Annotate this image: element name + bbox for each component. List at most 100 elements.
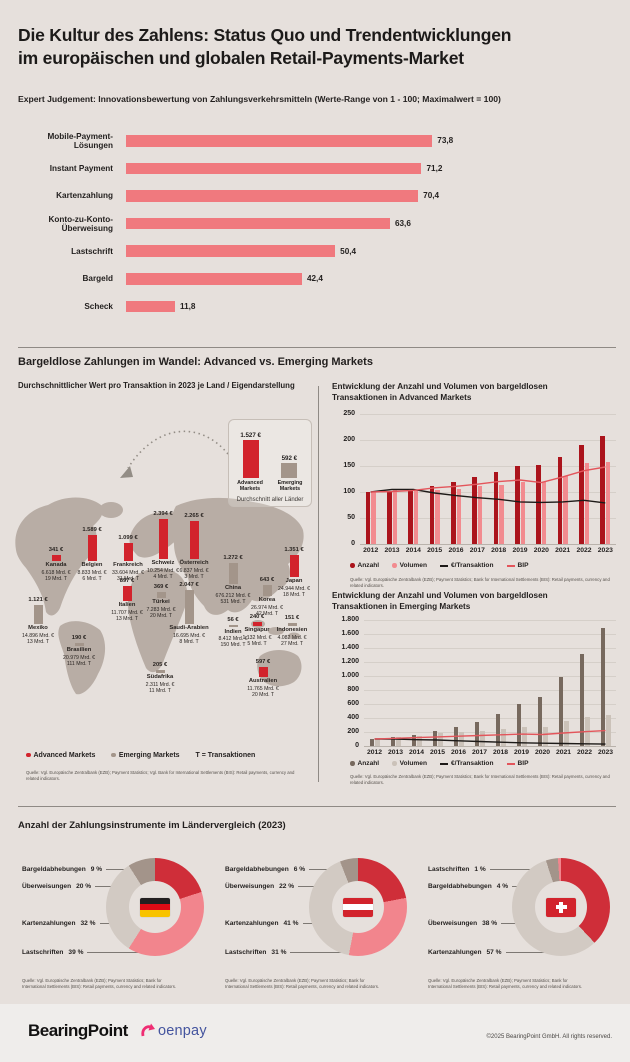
footer (0, 1004, 630, 1062)
donut-austria: Bargeldabhebungen 6 % Überweisungen 22 % Kar… (213, 852, 411, 1008)
expert-bar-row: Kartenzahlung 70,4 (18, 182, 618, 210)
country-bar (87, 534, 97, 561)
bar-anzahl (516, 704, 521, 746)
expert-bar (126, 245, 336, 257)
donut-label-name: Kartenzahlungen (22, 920, 76, 927)
oenpay-wordmark: oenpay (158, 1023, 207, 1039)
legend-dash-icon (439, 564, 448, 567)
section3-title: Anzahl der Zahlungsinstrumente im Länder… (18, 820, 286, 831)
legend-label: €/Transaktion (450, 562, 494, 569)
country-value: 1.351 € (284, 546, 304, 553)
y-tick-label: 1.000 (341, 672, 359, 679)
emerging-chart-legend: Anzahl Volumen €/Transaktion BIP (350, 760, 529, 767)
country-transactions: 150 Mrd. T (220, 642, 246, 649)
legend-label: BIP (517, 562, 529, 569)
expert-bar-value: 50,4 (340, 246, 357, 256)
donut-label-pct: 9 % (90, 866, 103, 873)
country-value: 643 € (259, 577, 275, 584)
donut-label: Lastschriften 39 % (22, 949, 172, 956)
x-tick-label: 2016 (448, 547, 464, 554)
bar-volumen (459, 732, 464, 746)
country-volume: 11.765 Mrd. € (247, 685, 279, 692)
gridline (364, 746, 616, 747)
bar-anzahl (515, 466, 520, 544)
bar-volumen (375, 739, 380, 746)
legend-dot-icon (392, 761, 397, 766)
flag-stripe (343, 910, 373, 917)
expert-bar-label: Konto-zu-Konto-Überweisung (48, 214, 113, 233)
bar-anzahl (474, 722, 479, 746)
map-country-marker: 2.394 € Schweiz 10.254 Mrd. €4 Mrd. T (121, 511, 205, 580)
country-transactions: 27 Mrd. T (280, 641, 304, 648)
country-transactions: 3 Mrd. T (184, 574, 204, 581)
country-bar (262, 585, 272, 596)
country-volume: 6.618 Mrd. € (41, 569, 71, 576)
country-volume: 7.283 Mrd. € (146, 606, 176, 613)
oenpay-logo: oenpay (140, 1023, 207, 1039)
country-name: Türkei (152, 599, 170, 606)
donut-germany: Bargeldabhebungen 9 % Überweisungen 20 % Kar… (10, 852, 208, 1008)
emerging-chart-plot: 0 200 400 600 800 1.000 1.200 1.400 1.600 1.800 20… (341, 616, 616, 756)
bar-anzahl (390, 737, 395, 746)
country-volume: 14.896 Mrd. € (21, 632, 54, 639)
donut-label-name: Bargeldabhebungen (225, 866, 289, 873)
country-bar (184, 590, 194, 624)
y-tick-label: 0 (351, 540, 355, 547)
bar-volumen (480, 730, 485, 746)
gridline (364, 662, 616, 663)
gridline (360, 414, 616, 415)
country-bar (258, 667, 268, 677)
gridline (364, 676, 616, 677)
emerging-chart-title: Entwicklung der Anzahl und Volumen von b… (332, 591, 548, 612)
gridline (360, 544, 616, 545)
expert-bar (126, 162, 422, 175)
country-transactions: 8 Mrd. T (179, 639, 199, 646)
country-name: Österreich (179, 560, 209, 567)
map-country-marker: 1.351 € Japan 24.944 Mrd. €18 Mrd. T (252, 547, 336, 599)
bar-anzahl (408, 489, 413, 544)
expert-bar-row: Bargeld 42,4 (18, 265, 618, 293)
bar-volumen (564, 720, 569, 746)
bar-anzahl (536, 465, 541, 544)
bar-anzahl (411, 734, 416, 746)
donut-label-pct: 4 % (496, 883, 509, 890)
advanced-chart-plot: 0 50 100 150 200 250 2012 2013 2014 2015 2016 2017 2… (343, 410, 616, 554)
country-bar (155, 669, 165, 673)
bar-volumen (541, 481, 547, 544)
country-name: China (224, 585, 242, 592)
map-country-marker: 1.099 € Frankreich 33.604 Mrd. €31 Mrd. T (86, 535, 170, 583)
x-tick-label: 2022 (576, 749, 593, 756)
x-tick-label: 2023 (597, 749, 614, 756)
legend-dot-icon (392, 563, 397, 568)
expert-bar-value: 42,4 (306, 274, 323, 284)
country-value: 151 € (284, 615, 300, 622)
legend-item: Volumen (392, 760, 427, 767)
country-volume: 8.412 Mrd. € (218, 635, 248, 642)
callout-advanced-value: 1.527 € (240, 431, 261, 439)
map-country-marker: 240 € Singapur 1.132 Mrd. €5 Mrd. T (215, 614, 299, 648)
donut-label: Kartenzahlungen 57 % (428, 949, 578, 956)
country-transactions: 111 Mrd. T (66, 661, 92, 668)
bar-anzahl (557, 456, 563, 544)
gridline (364, 718, 616, 719)
column-divider (318, 386, 319, 782)
expert-bar-label: Bargeld (82, 274, 113, 284)
callout-advanced: 1.527 € (234, 432, 268, 478)
x-tick-label: 2013 (384, 547, 400, 554)
legend-dash-icon (439, 762, 448, 765)
legend-label: €/Transaktion (450, 760, 494, 767)
flag-stripe (140, 903, 170, 911)
legend-label: BIP (517, 760, 529, 767)
donut-source: Quelle: Vgl. Europäische Zentralbank (EZ… (428, 978, 583, 990)
map-country-marker: 597 € Australien 11.765 Mrd. €20 Mrd. T (221, 659, 305, 699)
x-tick-label: 2018 (492, 749, 509, 756)
donut-label-pct: 41 % (283, 920, 299, 927)
bar-volumen (522, 727, 527, 746)
advanced-dot-icon (26, 752, 31, 757)
expert-bar-row: Instant Payment 71,2 (18, 155, 618, 183)
bar-anzahl (579, 445, 584, 544)
legend-dot-icon (350, 563, 355, 568)
expert-bar-value: 73,8 (437, 136, 454, 146)
map-country-marker: 1.121 € Mexiko 14.896 Mrd. €13 Mrd. T (0, 597, 80, 645)
expert-bar-label: Lastschrift (71, 246, 113, 256)
